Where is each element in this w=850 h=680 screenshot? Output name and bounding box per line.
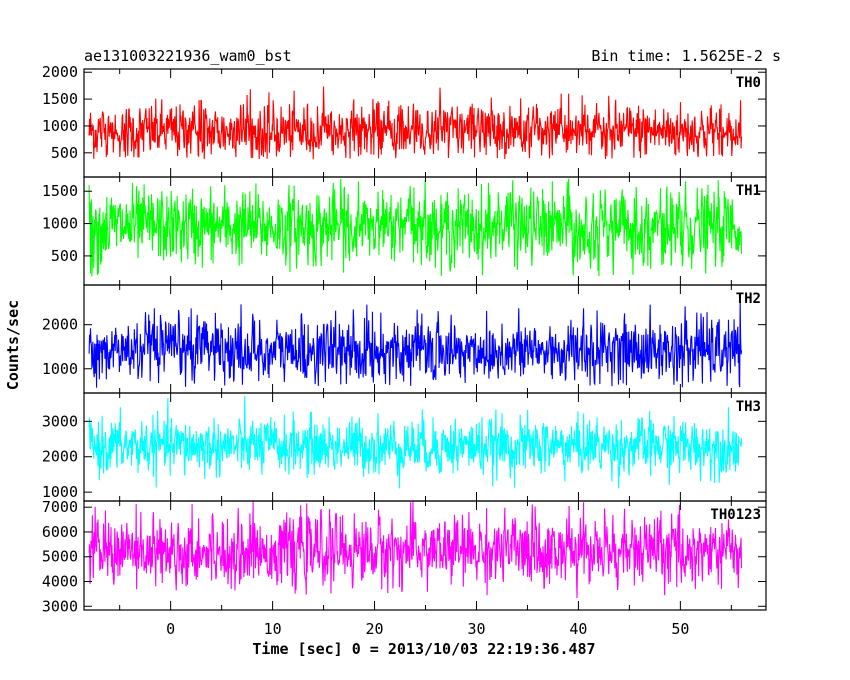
panel-frame [83, 284, 767, 394]
y-tick-label: 500 [51, 144, 78, 162]
y-tick-label: 2000 [42, 316, 78, 334]
x-tick-label: 20 [366, 620, 384, 638]
y-tick-label: 4000 [42, 573, 78, 591]
panel-label-th1: TH1 [736, 183, 761, 199]
y-axis-label: Counts/sec [4, 300, 22, 390]
x-tick-label: 0 [166, 620, 175, 638]
x-tick-label: 10 [264, 620, 282, 638]
y-tick-label: 1000 [42, 215, 78, 233]
panel-label-th3: TH3 [736, 399, 761, 415]
y-tick-label: 500 [51, 247, 78, 265]
x-tick-label: 50 [671, 620, 689, 638]
chart-title-left: ae131003221936_wam0_bst [84, 47, 292, 65]
y-tick-label: 3000 [42, 597, 78, 615]
panel-th0: 500 1000 1500 2000 TH0 [42, 63, 767, 178]
panel-label-th0: TH0 [736, 75, 761, 91]
x-tick-label: 40 [569, 620, 587, 638]
panel-th3: 1000 2000 3000 TH3 [42, 392, 767, 502]
y-tick-label: 2000 [42, 448, 78, 466]
series-trace-th3 [88, 396, 743, 489]
series-trace-th0 [88, 86, 743, 160]
panel-th0123: 3000 4000 5000 6000 7000 TH0123 [42, 498, 767, 615]
x-axis-label: Time [sec] 0 = 2013/10/03 22:19:36.487 [252, 640, 595, 658]
panel-label-th0123: TH0123 [710, 507, 761, 523]
y-tick-label: 1000 [42, 483, 78, 501]
y-tick-label: 2000 [42, 63, 78, 81]
y-tick-label: 1500 [42, 182, 78, 200]
x-tick-label: 30 [467, 620, 485, 638]
panel-th1: 500 1000 1500 TH1 [42, 176, 767, 286]
panel-th2: 1000 2000 TH2 [42, 284, 767, 394]
y-tick-label: 1000 [42, 360, 78, 378]
series-trace-th0123 [88, 501, 743, 599]
panel-label-th2: TH2 [736, 291, 761, 307]
y-tick-label: 5000 [42, 548, 78, 566]
series-trace-th1 [88, 178, 743, 277]
series-trace-th2 [88, 300, 743, 388]
y-tick-label: 6000 [42, 523, 78, 541]
y-tick-label: 3000 [42, 412, 78, 430]
y-tick-label: 1500 [42, 90, 78, 108]
y-tick-label: 1000 [42, 117, 78, 135]
y-tick-label: 7000 [42, 498, 78, 516]
chart-title-right: Bin time: 1.5625E-2 s [591, 47, 781, 65]
panel-frame [83, 500, 767, 611]
